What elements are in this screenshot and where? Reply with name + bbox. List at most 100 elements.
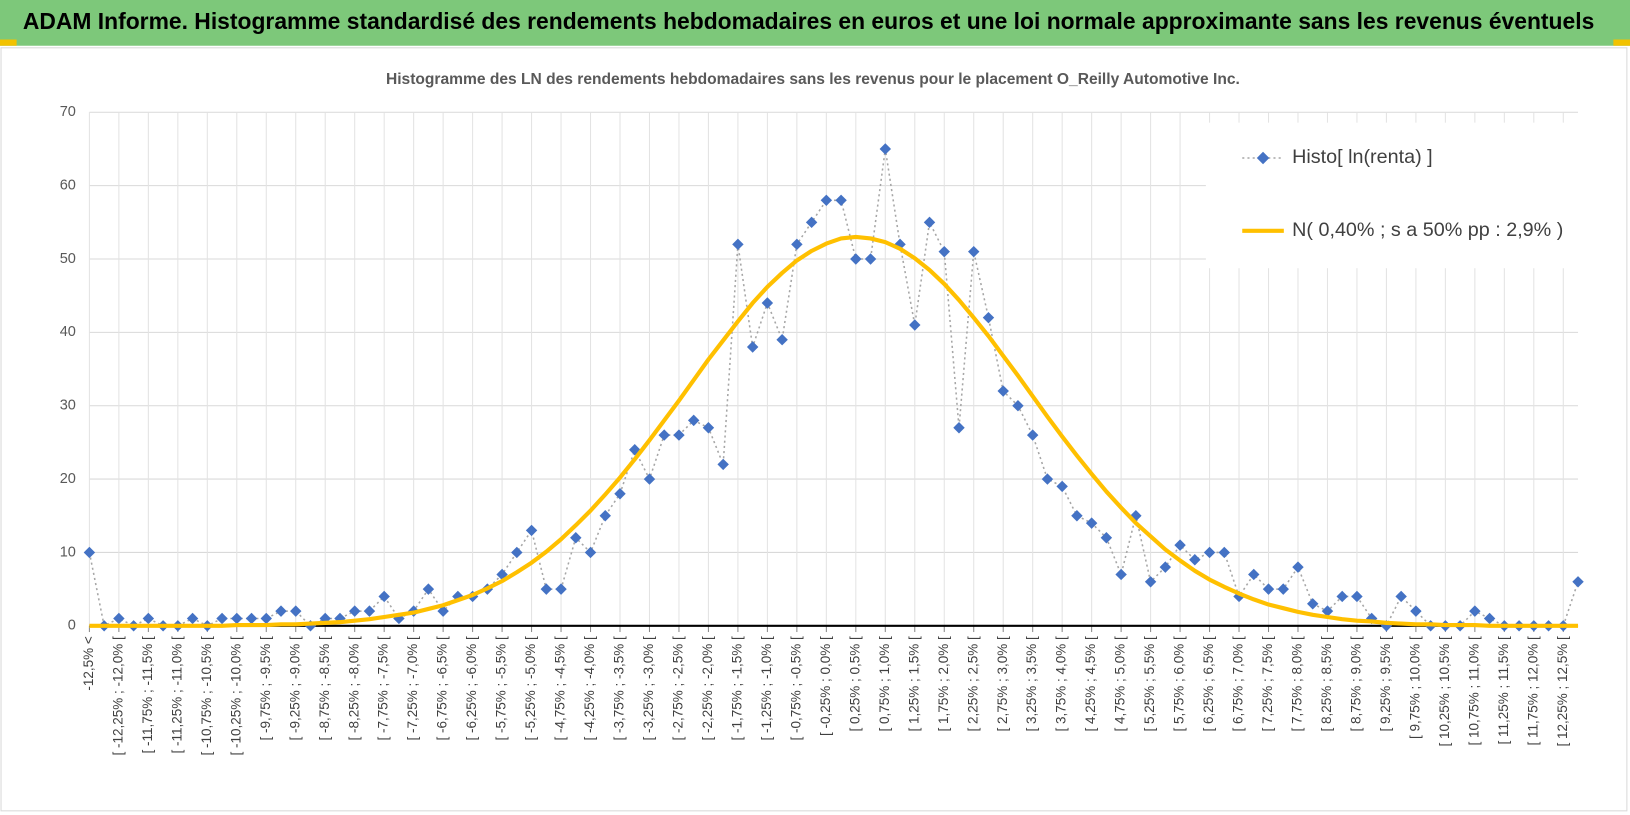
y-tick-label: 50 (60, 251, 76, 267)
histogram-marker (437, 605, 449, 617)
histogram-marker (658, 429, 670, 441)
histogram-marker (776, 333, 788, 346)
histogram-marker (1041, 473, 1054, 485)
legend: Histo[ ln(renta) ] N( 0,40% ; s a 50% pp … (1205, 122, 1618, 269)
histogram-marker (422, 583, 435, 595)
histogram-marker (746, 341, 759, 353)
x-tick-label: -12,5% < (81, 636, 96, 691)
x-tick-label: [ 5,25% ; 5,5% [ (1142, 636, 1157, 732)
histogram-marker (511, 546, 523, 559)
x-tick-label: [ -3,75% ; -3,5% [ (612, 636, 627, 741)
legend-marker (1256, 151, 1270, 165)
histogram-marker (1321, 605, 1334, 617)
histogram-marker (1307, 598, 1319, 610)
x-tick-label: [ 1,75% ; 2,0% [ (936, 636, 951, 732)
histogram-marker (1410, 605, 1422, 617)
x-tick-label: [ 2,75% ; 3,0% [ (995, 636, 1010, 732)
histogram-marker (864, 253, 877, 265)
y-tick-label: 40 (60, 324, 76, 340)
histogram-marker (1218, 546, 1231, 559)
y-tick-label: 30 (60, 398, 76, 414)
histogram-marker (850, 253, 862, 265)
x-tick-label: [ 10,25% ; 10,5% [ (1437, 636, 1452, 747)
x-tick-label: [ 6,75% ; 7,0% [ (1231, 636, 1246, 732)
x-tick-label: [ 7,75% ; 8,0% [ (1290, 636, 1305, 732)
histogram-marker (1144, 576, 1157, 588)
y-tick-label: 0 (68, 618, 76, 634)
chart-title: Histogramme des LN des rendements hebdom… (386, 71, 1240, 88)
x-tick-label: [ 7,25% ; 7,5% [ (1260, 636, 1275, 732)
histogram-marker (584, 546, 597, 559)
x-tick-label: [ 3,75% ; 4,0% [ (1054, 636, 1069, 732)
histogram-marker (643, 473, 656, 485)
histogram-marker (378, 590, 390, 603)
x-tick-label: [ -7,25% ; -7,0% [ (405, 636, 420, 741)
x-tick-label: [ -8,25% ; -8,0% [ (346, 636, 361, 741)
histogram-marker (1395, 590, 1407, 603)
x-tick-label: [ -9,25% ; -9,0% [ (287, 636, 302, 741)
x-tick-label: [ 2,25% ; 2,5% [ (965, 636, 980, 732)
histogram-marker (909, 319, 921, 331)
x-tick-label: [ 5,75% ; 6,0% [ (1172, 636, 1187, 732)
x-tick-label: [ 10,75% ; 11,0% [ (1466, 636, 1481, 746)
x-tick-label: [ -5,25% ; -5,0% [ (523, 636, 538, 741)
x-tick-label: [ 0,75% ; 1,0% [ (877, 636, 892, 732)
x-tick-label: [ -0,25% ; 0,0% [ (818, 636, 833, 736)
header-bar (0, 0, 1630, 46)
histogram-marker (1292, 561, 1304, 573)
x-tick-label: [ -0,75% ; -0,5% [ (788, 636, 803, 741)
x-tick-label: [ -5,75% ; -5,5% [ (494, 636, 509, 741)
x-tick-label: [ -6,25% ; -6,0% [ (464, 636, 479, 741)
y-tick-label: 70 (60, 104, 76, 120)
x-tick-label: [ -2,75% ; -2,5% [ (671, 636, 686, 741)
x-tick-label: [ 8,75% ; 9,0% [ (1349, 636, 1364, 732)
x-tick-label: [ 6,25% ; 6,5% [ (1201, 636, 1216, 732)
x-tick-label: [ -11,75% ; -11,5% [ (140, 636, 155, 754)
histogram-marker (732, 238, 744, 251)
x-tick-label: [ -4,25% ; -4,0% [ (582, 636, 597, 741)
y-tick-label: 10 (60, 544, 76, 560)
x-tick-label: [ 8,25% ; 8,5% [ (1319, 636, 1334, 732)
x-tick-label: [ -10,25% ; -10,0% [ (228, 636, 243, 756)
histogram-marker (1277, 583, 1289, 595)
x-tick-label: [ 1,25% ; 1,5% [ (906, 636, 921, 732)
histogram-marker (1012, 400, 1024, 412)
x-tick-label: [ 9,75% ; 10,0% [ (1407, 636, 1422, 739)
histogram-marker (1159, 561, 1172, 573)
x-tick-label: [ -2,25% ; -2,0% [ (700, 636, 715, 741)
y-tick-label: 60 (60, 177, 76, 193)
x-tick-label: [ 4,25% ; 4,5% [ (1083, 636, 1098, 732)
histogram-marker (525, 524, 538, 537)
x-tick-label: [ 4,75% ; 5,0% [ (1113, 636, 1128, 732)
x-tick-label: [ 0,25% ; 0,5% [ (847, 636, 862, 732)
legend-label: Histo[ ln(renta) ] (1292, 146, 1433, 168)
histogram-marker (1026, 429, 1039, 441)
x-tick-label: [ 11,75% ; 12,0% [ (1525, 636, 1540, 746)
x-tick-label: [ 11,25% ; 11,5% [ (1496, 636, 1511, 745)
x-tick-label: [ 3,25% ; 3,5% [ (1024, 636, 1039, 732)
histogram-marker (348, 605, 361, 617)
histogram-marker (717, 458, 729, 471)
histogram-marker (1572, 576, 1584, 588)
histogram-marker (1248, 568, 1260, 581)
histogram-marker (363, 605, 376, 617)
histogram-marker (1174, 539, 1186, 551)
x-tick-label: [ -11,25% ; -11,0% [ (169, 636, 184, 754)
histogram-marker (879, 143, 892, 155)
x-tick-label: [ -7,75% ; -7,5% [ (376, 636, 391, 741)
x-tick-label: [ -1,75% ; -1,5% [ (729, 636, 744, 741)
y-tick-label: 20 (60, 471, 76, 487)
x-tick-label: [ -8,75% ; -8,5% [ (317, 636, 332, 741)
normal-curve (89, 234, 1579, 628)
histogram-marker (614, 488, 626, 500)
header-title: ADAM Informe. Histogramme standardisé de… (23, 8, 1594, 34)
x-tick-label: [ -9,75% ; -9,5% [ (258, 636, 273, 741)
legend-box (1205, 122, 1618, 269)
corner-mark (0, 39, 17, 46)
histogram-marker (1336, 590, 1348, 603)
histogram-marker (1203, 546, 1216, 559)
histogram-marker (820, 194, 833, 207)
corner-mark (1613, 39, 1630, 46)
x-tick-label: [ -3,25% ; -3,0% [ (641, 636, 656, 741)
